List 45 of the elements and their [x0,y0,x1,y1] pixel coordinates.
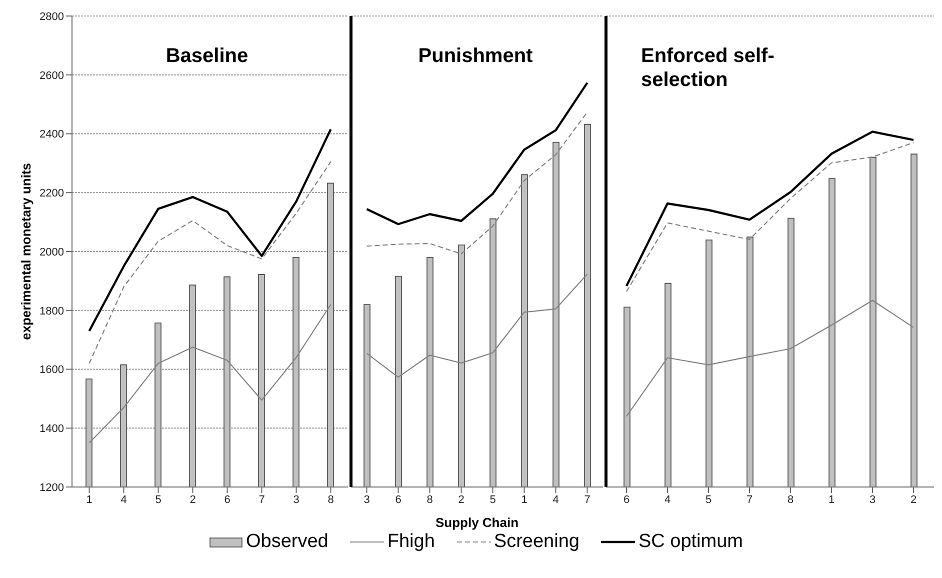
x-tick-label: 2 [910,494,917,506]
x-tick-label: 4 [120,494,127,506]
y-tick-label: 2000 [40,246,64,258]
x-tick-label: 8 [426,494,433,506]
x-tick-label: 5 [490,494,496,506]
x-tick-label: 5 [705,494,712,506]
x-tick-label: 6 [623,494,630,506]
x-tick-label: 8 [787,494,794,506]
y-tick-label: 1400 [40,423,64,436]
x-tick-label: 4 [664,494,671,506]
y-tick-label: 1800 [40,305,64,318]
line-series [88,161,332,364]
y-tick-label: 1600 [40,364,64,376]
x-tick-label: 5 [155,494,162,506]
line-series [88,128,332,332]
x-tick-label: 7 [584,494,590,506]
text: Enforced self-selection [640,44,776,92]
x-tick-label: 6 [395,494,402,506]
legend-label: Fhigh [387,531,435,553]
legend-label: Screening [494,531,580,553]
x-tick-label: 3 [364,494,370,506]
x-tick-label: 3 [293,494,300,506]
y-axis-title: experimental monetary units [18,163,34,340]
x-tick-label: 2 [458,494,464,506]
text: Baseline [164,44,250,68]
y-tick-label: 1200 [40,482,64,494]
y-tick-label: 2200 [40,188,64,200]
x-tick-label: 1 [86,494,92,506]
x-tick-label: 1 [828,494,835,506]
x-tick-label: 7 [746,494,753,506]
legend-label: SC optimum [638,531,743,553]
x-tick-label: 3 [869,494,876,506]
y-tick-label: 2400 [40,128,64,141]
x-tick-label: 7 [258,494,265,506]
x-tick-label: 1 [521,494,528,506]
x-tick-label: 6 [224,494,230,506]
y-tick-label: 2600 [40,70,64,82]
text: Punishment [417,44,534,68]
line-series [88,304,332,444]
legend-label: Observed [246,531,328,553]
x-tick-label: 8 [328,494,334,506]
y-tick-label: 2800 [40,10,64,23]
x-axis-title: Supply Chain [435,515,519,530]
x-tick-label: 2 [190,494,196,506]
x-tick-label: 4 [552,494,559,506]
